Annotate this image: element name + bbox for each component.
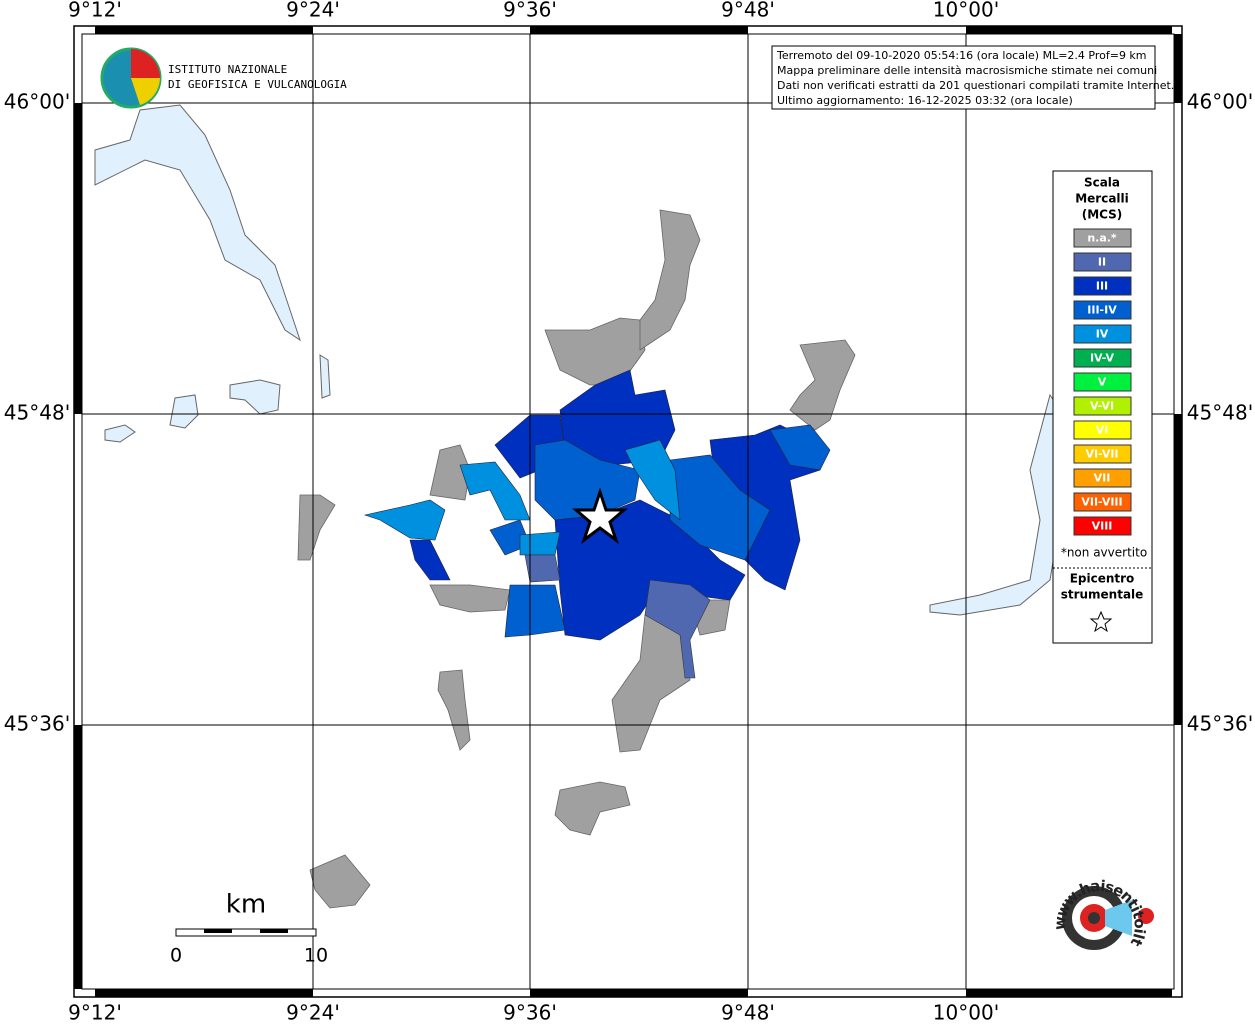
lon-label: 10°00': [933, 1001, 999, 1025]
scale-label: 10: [304, 945, 328, 967]
legend-label: VII-VIII: [1081, 496, 1122, 509]
lat-label: 45°36': [4, 712, 70, 736]
logo-text: DI GEOFISICA E VULCANOLOGIA: [168, 78, 347, 91]
lon-label: 9°24': [286, 0, 340, 22]
logo-text: ISTITUTO NAZIONALE: [168, 63, 287, 76]
legend-swatch: [1073, 276, 1132, 296]
legend-epicenter: strumentale: [1061, 588, 1144, 602]
lon-label: 9°36': [503, 1001, 557, 1025]
scale-label: 0: [170, 945, 182, 967]
lon-label: 9°48': [721, 1001, 775, 1025]
legend-swatch: [1073, 228, 1132, 248]
legend-items: n.a.*IIIIIIII-IVIVIV-VVV-VIVIVI-VIIVIIVI…: [1073, 228, 1132, 536]
legend-title: Scala: [1084, 176, 1120, 190]
legend-label: VII: [1094, 472, 1111, 485]
legend-label: VI: [1096, 424, 1109, 437]
lat-label: 46°00': [4, 90, 70, 114]
legend-swatch: [1073, 492, 1132, 512]
legend-title: Mercalli: [1075, 192, 1129, 206]
lon-label: 9°24': [286, 1001, 340, 1025]
legend-swatch: [1073, 444, 1132, 464]
lat-label: 45°48': [4, 401, 70, 425]
header-lines: Terremoto del 09-10-2020 05:54:16 (ora l…: [776, 49, 1174, 107]
legend-note: *non avvertito: [1061, 546, 1147, 560]
lon-label: 9°12': [68, 1001, 122, 1025]
lat-label: 45°36': [1187, 712, 1253, 736]
lon-label: 9°36': [503, 0, 557, 22]
legend-swatch: [1073, 420, 1132, 440]
frame: [73, 25, 1183, 998]
legend-swatch: [1073, 252, 1132, 272]
legend-label: II: [1098, 256, 1106, 269]
legend-swatch: [1073, 300, 1132, 320]
header-line: Terremoto del 09-10-2020 05:54:16 (ora l…: [776, 49, 1147, 62]
legend-swatch: [1073, 372, 1132, 392]
legend-title: (MCS): [1082, 208, 1123, 222]
legend-swatch: [1073, 468, 1132, 488]
epicenter-star: [571, 487, 629, 545]
legend-epicenter: Epicentro: [1070, 572, 1135, 586]
header-box: [771, 45, 1156, 110]
graticule: [82, 34, 1174, 989]
scale-unit: km: [226, 890, 266, 920]
lat-label: 46°00': [1187, 90, 1253, 114]
header-line: Ultimo aggiornamento: 16-12-2025 03:32 (…: [777, 94, 1073, 107]
legend-label: VI-VII: [1085, 448, 1118, 461]
legend-swatch: [1073, 516, 1132, 536]
scale-bar: km 0 10: [170, 890, 328, 967]
legend-label: VIII: [1092, 520, 1113, 533]
municipalities: [297, 209, 856, 909]
legend: Scala Mercalli (MCS) *non avvertito Epic…: [1052, 170, 1153, 644]
header-line: Mappa preliminare delle intensità macros…: [777, 64, 1157, 77]
lon-label: 10°00': [933, 0, 999, 22]
legend-swatch: [1073, 396, 1132, 416]
lakes: [94, 104, 1061, 616]
inst-logo: ISTITUTO NAZIONALE DI GEOFISICA E VULCAN…: [100, 47, 347, 109]
legend-label: IV: [1096, 328, 1109, 341]
axis-labels: 9°12' 9°24' 9°36' 9°48' 10°00' 9°12' 9°24' 9°36…: [4, 0, 1253, 1025]
legend-label: V: [1098, 376, 1107, 389]
legend-label: III-IV: [1087, 304, 1117, 317]
header-line: Dati non verificati estratti da 201 ques…: [777, 79, 1174, 92]
lat-label: 45°48': [1187, 401, 1253, 425]
legend-swatch: [1073, 348, 1132, 368]
legend-label: III: [1096, 280, 1108, 293]
legend-swatch: [1073, 324, 1132, 344]
lon-label: 9°48': [721, 0, 775, 22]
legend-label: IV-V: [1090, 352, 1115, 365]
legend-label: V-VI: [1090, 400, 1114, 413]
legend-label: n.a.*: [1087, 232, 1117, 245]
lon-label: 9°12': [68, 0, 122, 22]
